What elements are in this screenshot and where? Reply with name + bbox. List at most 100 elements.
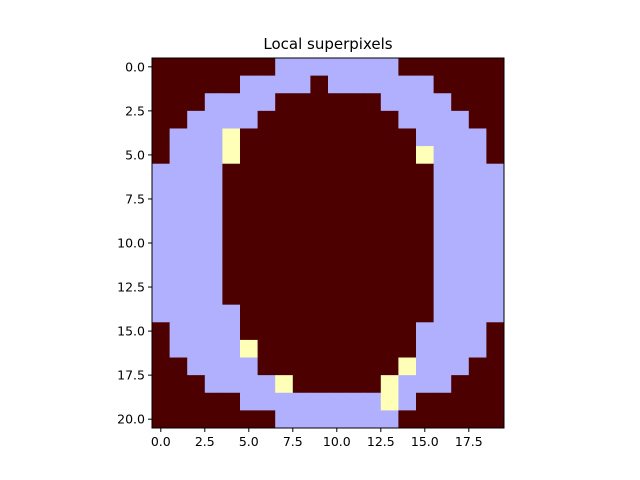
heatmap-cell <box>468 198 487 217</box>
heatmap-cell <box>292 128 311 147</box>
heatmap-cell <box>468 146 487 165</box>
heatmap-cell <box>257 163 276 182</box>
heatmap-cell <box>398 357 417 376</box>
heatmap-cell <box>240 251 258 270</box>
heatmap-cell <box>416 216 434 235</box>
heatmap-cell <box>433 93 452 112</box>
heatmap-cell <box>398 269 417 288</box>
heatmap-cell <box>187 357 206 376</box>
heatmap-cell <box>310 251 329 270</box>
heatmap-cell <box>257 410 276 429</box>
heatmap-cell <box>398 128 417 147</box>
heatmap-cell <box>292 304 311 323</box>
heatmap-cell <box>240 128 258 147</box>
heatmap-cell <box>398 234 417 253</box>
heatmap-cell <box>433 110 452 129</box>
heatmap-cell <box>187 216 206 235</box>
heatmap-cell <box>240 392 258 411</box>
heatmap-cell <box>257 269 276 288</box>
heatmap-cell <box>345 93 364 112</box>
heatmap-cell <box>240 269 258 288</box>
heatmap-cell <box>486 375 505 394</box>
heatmap-cell <box>451 375 470 394</box>
heatmap-cell <box>468 93 487 112</box>
heatmap-cell <box>451 58 470 77</box>
heatmap-cell <box>398 93 417 112</box>
heatmap-cell <box>222 357 241 376</box>
heatmap-cell <box>345 339 364 358</box>
heatmap-cell <box>292 357 311 376</box>
heatmap-cell <box>187 322 206 341</box>
heatmap-cell <box>363 269 382 288</box>
heatmap-cell <box>345 269 364 288</box>
heatmap-cell <box>240 357 258 376</box>
heatmap-cell <box>380 339 399 358</box>
heatmap-cell <box>398 163 417 182</box>
heatmap-cell <box>257 216 276 235</box>
heatmap-cell <box>363 163 382 182</box>
heatmap-cell <box>363 146 382 165</box>
heatmap-cell <box>152 410 170 429</box>
heatmap-cell <box>257 357 276 376</box>
heatmap-cell <box>328 269 346 288</box>
heatmap-cell <box>240 339 258 358</box>
heatmap-cell <box>328 234 346 253</box>
heatmap-cell <box>416 181 434 200</box>
heatmap-cell <box>486 146 505 165</box>
heatmap-cell <box>169 410 188 429</box>
heatmap-cell <box>416 357 434 376</box>
heatmap-cell <box>451 216 470 235</box>
heatmap-cell <box>345 410 364 429</box>
heatmap-cell <box>222 234 241 253</box>
heatmap-cell <box>468 216 487 235</box>
heatmap-cell <box>222 128 241 147</box>
heatmap-cell <box>451 322 470 341</box>
heatmap-cell <box>187 181 206 200</box>
heatmap-cell <box>152 58 170 77</box>
heatmap-cell <box>292 375 311 394</box>
heatmap-cell <box>380 93 399 112</box>
heatmap-cell <box>187 146 206 165</box>
heatmap-cell <box>398 304 417 323</box>
heatmap-cell <box>240 75 258 94</box>
heatmap-cell <box>169 75 188 94</box>
heatmap-cell <box>257 181 276 200</box>
heatmap-cell <box>152 198 170 217</box>
heatmap-cell <box>257 287 276 306</box>
heatmap-cell <box>292 251 311 270</box>
heatmap-cell <box>152 322 170 341</box>
heatmap-cell <box>240 146 258 165</box>
heatmap-cell <box>275 269 294 288</box>
heatmap-cell <box>257 251 276 270</box>
heatmap-cell <box>451 304 470 323</box>
heatmap-cell <box>169 58 188 77</box>
heatmap-cell <box>204 251 223 270</box>
heatmap-cell <box>380 287 399 306</box>
heatmap-cell <box>380 181 399 200</box>
heatmap-cell <box>328 58 346 77</box>
heatmap-cell <box>468 304 487 323</box>
heatmap-cell <box>328 75 346 94</box>
heatmap-cell <box>328 163 346 182</box>
heatmap-cell <box>204 216 223 235</box>
heatmap-cell <box>416 304 434 323</box>
x-tick-label: 5.0 <box>239 434 259 449</box>
heatmap-cell <box>204 304 223 323</box>
heatmap-cell <box>328 357 346 376</box>
heatmap-cell <box>486 110 505 129</box>
heatmap-cell <box>169 392 188 411</box>
heatmap-cell <box>328 93 346 112</box>
heatmap-cell <box>398 146 417 165</box>
heatmap-cell <box>416 287 434 306</box>
heatmap-cell <box>275 357 294 376</box>
heatmap-cell <box>363 93 382 112</box>
heatmap-cell <box>275 198 294 217</box>
heatmap-cell <box>416 410 434 429</box>
heatmap-cell <box>204 339 223 358</box>
heatmap-cell <box>204 375 223 394</box>
heatmap-cell <box>380 322 399 341</box>
heatmap-cell <box>416 322 434 341</box>
heatmap-cell <box>310 181 329 200</box>
heatmap-cell <box>486 198 505 217</box>
